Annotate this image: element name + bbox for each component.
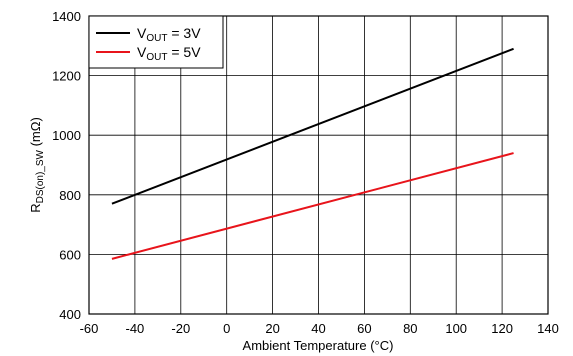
y-axis-label-sub: DS(on)_SW	[35, 149, 46, 203]
x-tick-label: 20	[265, 321, 279, 336]
x-tick-label: 120	[491, 321, 513, 336]
x-tick-label: -20	[171, 321, 190, 336]
x-tick-label: 140	[537, 321, 559, 336]
x-axis-label: Ambient Temperature (°C)	[243, 338, 394, 353]
legend-label-3v: VOUT = 3V	[137, 25, 201, 44]
series-layer	[111, 47, 514, 260]
legend-label-5v-tail: = 5V	[167, 44, 201, 60]
x-tick-label: 40	[311, 321, 325, 336]
legend-label-3v-main: V	[137, 25, 147, 41]
legend-label-3v-sub: OUT	[146, 33, 167, 44]
x-tick-label: 0	[223, 321, 230, 336]
y-tick-label: 1200	[52, 69, 81, 84]
x-tick-labels: -60 -40 -20 0 20 40 60 80 100 120 140	[80, 321, 559, 336]
y-tick-label: 400	[59, 307, 81, 322]
x-tick-label: -60	[80, 321, 99, 336]
y-tick-label: 600	[59, 247, 81, 262]
legend-label-5v-sub: OUT	[146, 52, 167, 63]
legend-label-5v: VOUT = 5V	[137, 44, 201, 63]
series-line-5v	[111, 152, 514, 260]
x-tick-label: 100	[445, 321, 467, 336]
y-tick-label: 1000	[52, 128, 81, 143]
legend-box	[88, 15, 224, 69]
plot-frame	[88, 15, 549, 315]
y-tick-label: 1400	[52, 9, 81, 24]
legend-label-5v-main: V	[137, 44, 147, 60]
legend-label-3v-tail: = 3V	[167, 25, 201, 41]
x-tick-label: -40	[126, 321, 145, 336]
grid	[89, 16, 548, 314]
x-tick-label: 80	[403, 321, 417, 336]
series-line-3v	[111, 47, 514, 205]
y-axis-label: RDS(on)_SW (mΩ)	[28, 117, 46, 213]
y-axis-label-tail: (mΩ)	[28, 117, 43, 150]
y-axis-label-main: R	[28, 203, 43, 212]
y-tick-labels: 400 600 800 1000 1200 1400	[52, 9, 81, 322]
y-tick-label: 800	[59, 188, 81, 203]
legend: VOUT = 3V VOUT = 5V	[88, 15, 224, 69]
x-tick-label: 60	[357, 321, 371, 336]
